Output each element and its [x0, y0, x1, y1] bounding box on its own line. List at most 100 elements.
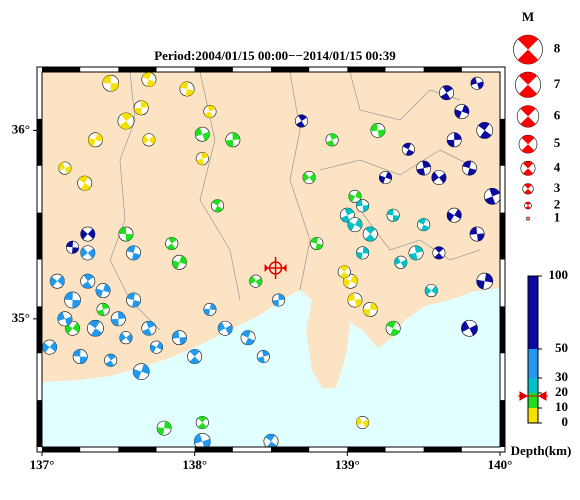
ball-quadrants: [111, 311, 126, 327]
ball-quadrants: [462, 160, 477, 176]
event: [454, 104, 470, 120]
ball-quadrants: [150, 341, 163, 353]
event: [385, 320, 401, 336]
ball-quadrants: [386, 208, 400, 222]
stripe: [500, 212, 505, 260]
event: [394, 255, 408, 269]
stripe: [271, 67, 310, 72]
ball-quadrants: [520, 105, 536, 128]
ball-quadrants: [105, 354, 116, 367]
ball-quadrants: [461, 321, 478, 336]
legend-ball: [524, 201, 532, 210]
event: [240, 330, 256, 346]
stripe-outline: [36, 66, 506, 453]
stripe: [37, 400, 42, 447]
ball-quadrants: [58, 162, 72, 174]
ball-quadrants: [212, 199, 223, 213]
depth-tick-label: 50: [555, 340, 568, 355]
ball-quadrants: [302, 172, 316, 183]
ball-quadrants: [418, 218, 430, 231]
ball-quadrants: [431, 171, 447, 184]
legend-ball: [522, 183, 534, 195]
ball-quadrants: [434, 246, 444, 260]
event: [193, 432, 211, 447]
event: [77, 175, 93, 191]
event: [117, 112, 135, 130]
ball-quadrants: [81, 274, 94, 289]
ball-quadrants: [356, 417, 369, 428]
stripe: [37, 118, 42, 166]
legend-label: 5: [554, 135, 561, 150]
event: [461, 319, 478, 337]
legend-label: 6: [554, 107, 561, 122]
event: [126, 292, 142, 308]
ball-quadrants: [470, 77, 484, 90]
event: [483, 187, 500, 205]
ball-quadrants: [265, 434, 277, 447]
ball-quadrants: [195, 127, 210, 141]
ball-quadrants: [180, 81, 195, 97]
ball-quadrants: [524, 183, 532, 195]
y-tick-label: 35°: [12, 310, 30, 325]
ball-quadrants: [133, 363, 150, 380]
legend-label: 8: [554, 41, 561, 56]
stripe: [500, 306, 505, 354]
event: [476, 122, 494, 139]
ball-quadrants: [386, 321, 400, 336]
ball-quadrants: [194, 433, 211, 447]
stripe: [271, 447, 310, 452]
event: [165, 236, 179, 251]
stripe: [194, 67, 233, 72]
event: [194, 126, 210, 142]
ball-quadrants: [476, 273, 493, 290]
ball-quadrants: [310, 237, 323, 250]
event: [195, 152, 209, 166]
event: [119, 331, 133, 345]
event: [263, 433, 279, 447]
legend-label: 7: [554, 76, 561, 91]
event: [80, 245, 96, 261]
ball-quadrants: [65, 322, 80, 334]
ball-quadrants: [394, 256, 407, 268]
legend-ball: [514, 71, 541, 98]
event: [133, 100, 149, 116]
ball-quadrants: [425, 285, 438, 296]
ball-quadrants: [249, 275, 262, 287]
stripe: [42, 447, 81, 452]
event: [470, 76, 484, 90]
ball-quadrants: [88, 320, 103, 337]
ball-quadrants: [521, 135, 535, 154]
event: [149, 340, 164, 354]
ball-quadrants: [402, 143, 414, 156]
event: [432, 246, 446, 260]
stripe: [37, 306, 42, 354]
ball-quadrants: [447, 132, 462, 147]
ball-quadrants: [440, 85, 453, 100]
event: [66, 240, 80, 254]
ball-quadrants: [326, 133, 338, 147]
event: [424, 284, 438, 298]
ball-quadrants: [522, 161, 534, 176]
x-tick-label: 140°: [488, 457, 513, 472]
event: [347, 217, 363, 233]
ball-quadrants: [416, 160, 431, 176]
event: [80, 226, 96, 242]
event: [348, 189, 362, 203]
event: [171, 330, 187, 346]
ball-quadrants: [365, 226, 376, 242]
event: [171, 254, 187, 270]
event: [356, 199, 370, 213]
ball-quadrants: [525, 202, 531, 209]
event: [325, 133, 339, 147]
event: [310, 236, 324, 251]
legend-label: 1: [554, 210, 561, 225]
event: [118, 226, 134, 242]
ball-quadrants: [379, 171, 392, 184]
stripe: [347, 447, 386, 452]
ball-quadrants: [126, 245, 141, 261]
ball-quadrants: [478, 122, 492, 139]
depth-tick-label: 10: [555, 399, 568, 414]
ball-quadrants: [172, 255, 187, 270]
legend-label: 3: [554, 180, 561, 195]
